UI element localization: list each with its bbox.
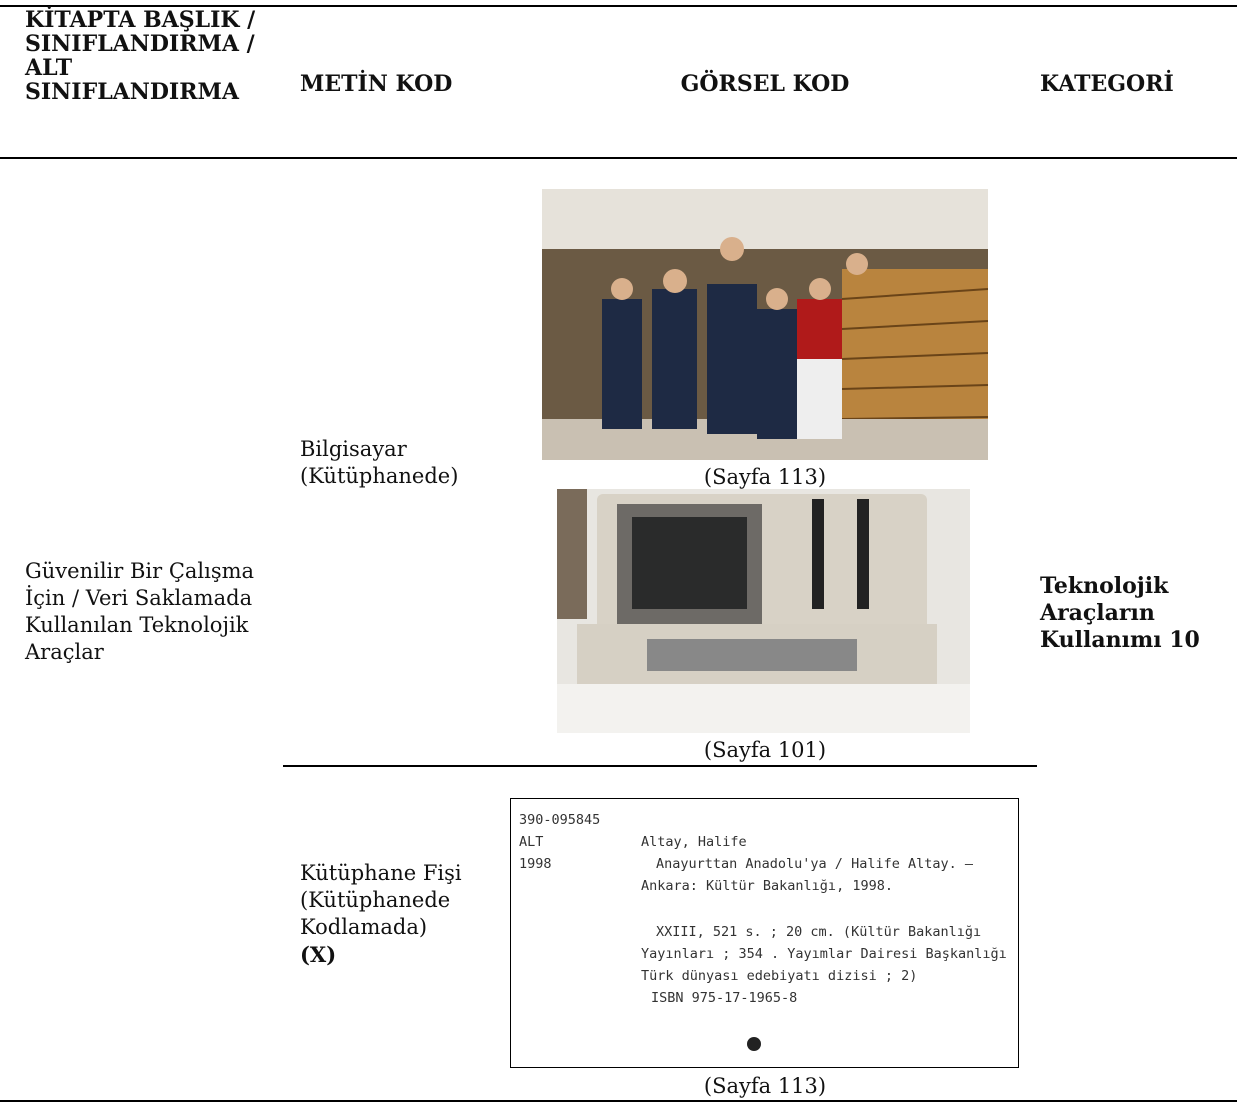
- library-card: 390-095845 ALT 1998 Altay, Halife Anayur…: [510, 798, 1019, 1068]
- header-cell: KATEGORİ: [1040, 71, 1174, 97]
- image-caption: (Sayfa 113): [703, 465, 827, 489]
- card-hole: [747, 1037, 761, 1051]
- card-left: 390-095845 ALT 1998: [519, 809, 600, 875]
- card-line: ISBN 975-17-1965-8: [651, 990, 798, 1006]
- photo-library: [542, 189, 988, 460]
- text-code-text: Kütüphane Fişi (Kütüphanede Kodlamada): [300, 861, 462, 939]
- photo-computer: [557, 489, 970, 733]
- card-line: Altay, Halife: [641, 834, 747, 850]
- subrow-rule: [283, 765, 1037, 767]
- card-line: Ankara: Kültür Bakanlığı, 1998.: [641, 878, 893, 894]
- card-line: XXIII, 521 s. ; 20 cm. (Kültür Bakanlığı: [656, 924, 982, 940]
- card-line: ALT: [519, 834, 544, 850]
- top-rule: [0, 5, 1237, 7]
- image-caption: (Sayfa 101): [703, 738, 827, 762]
- header-rule: [0, 157, 1237, 159]
- text-code: Kütüphane Fişi (Kütüphanede Kodlamada) (X…: [300, 860, 485, 969]
- card-line: Anayurttan Anadolu'ya / Halife Altay. —: [656, 856, 973, 872]
- card-line: 390-095845: [519, 812, 601, 828]
- header-cell: GÖRSEL KOD: [680, 71, 850, 97]
- card-line: Yayınları ; 354 . Yayımlar Dairesi Başka…: [641, 946, 1007, 962]
- header-cell: METİN KOD: [300, 71, 453, 97]
- bottom-rule: [0, 1100, 1237, 1102]
- image-caption: (Sayfa 113): [703, 1074, 827, 1098]
- text-code: Bilgisayar (Kütüphanede): [300, 437, 459, 488]
- card-line: 1998: [519, 856, 552, 872]
- card-line: Türk dünyası edebiyatı dizisi ; 2): [641, 968, 918, 984]
- header-cell: KİTAPTA BAŞLIK / SINIFLANDIRMA / ALT SIN…: [25, 7, 256, 105]
- marker: (X): [300, 942, 337, 967]
- title-cell: Güvenilir Bir Çalışma İçin / Veri Saklam…: [25, 559, 255, 664]
- category-cell: Teknolojik Araçların Kullanımı 10: [1040, 573, 1200, 653]
